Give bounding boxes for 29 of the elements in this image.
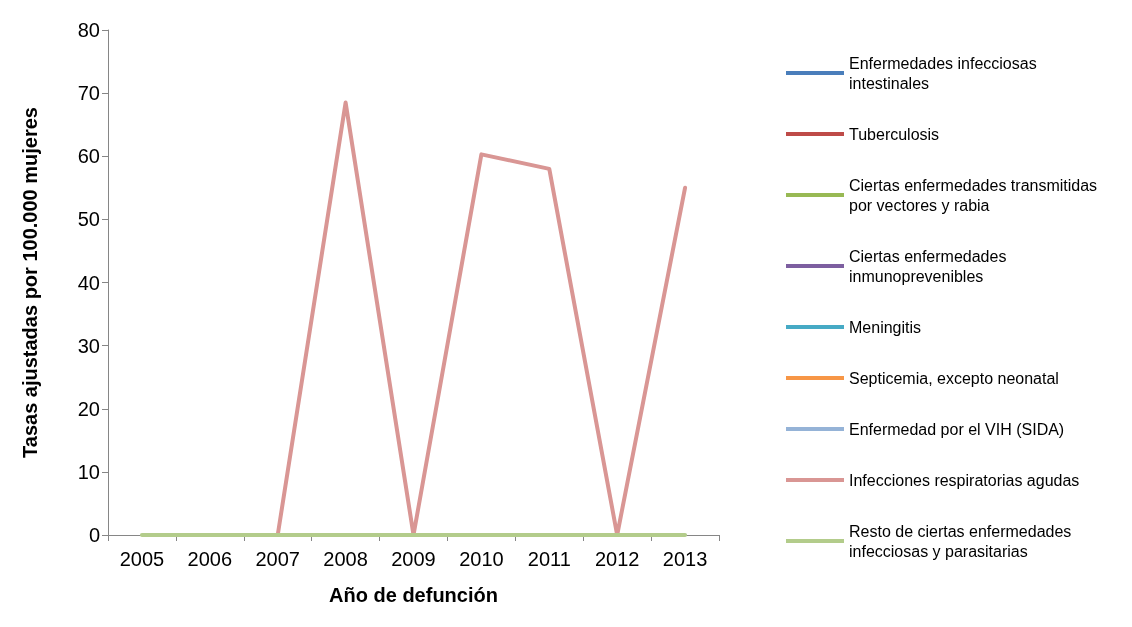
x-tick-label: 2009 bbox=[391, 548, 436, 570]
y-tick-label: 70 bbox=[77, 82, 100, 105]
legend-label: Infecciones respiratorias agudas bbox=[849, 471, 1080, 489]
y-tick-label: 50 bbox=[77, 208, 100, 231]
y-tick-label: 40 bbox=[77, 271, 100, 294]
y-tick-label: 80 bbox=[77, 19, 100, 41]
legend-label: Enfermedades infecciosas intestinales bbox=[849, 54, 1042, 92]
x-tick-label: 2012 bbox=[594, 548, 640, 570]
legend-label: Ciertas enfermedades inmunoprevenibles bbox=[849, 247, 1011, 285]
x-axis-title: Año de defunción bbox=[329, 584, 498, 606]
x-tick-label: 2007 bbox=[255, 548, 300, 570]
y-tick-label: 10 bbox=[77, 460, 100, 483]
legend-label: Resto de ciertas enfermedades infecciosas y parasitarias bbox=[849, 522, 1076, 560]
x-tick-label: 2010 bbox=[459, 548, 504, 570]
y-tick-label: 0 bbox=[88, 524, 100, 546]
x-tick-label: 2005 bbox=[119, 548, 165, 570]
legend-label: Septicemia, excepto neonatal bbox=[849, 369, 1059, 387]
x-tick-label: 2013 bbox=[662, 548, 708, 570]
x-tick-label: 2006 bbox=[187, 548, 233, 570]
legend-label: Meningitis bbox=[849, 318, 922, 336]
y-tick-label: 60 bbox=[77, 145, 100, 168]
x-tick-label: 2008 bbox=[323, 548, 368, 570]
legend-label: Tuberculosis bbox=[849, 125, 940, 143]
y-axis-title: Tasas ajustadas por 100.000 mujeres bbox=[19, 107, 41, 458]
y-tick-label: 20 bbox=[77, 397, 100, 420]
legend-label: Enfermedad por el VIH (SIDA) bbox=[849, 420, 1065, 438]
legend-label: Ciertas enfermedades transmitidas por vectores y rabia bbox=[849, 176, 1102, 214]
x-tick-label: 2011 bbox=[527, 548, 571, 570]
y-tick-label: 30 bbox=[77, 334, 100, 357]
